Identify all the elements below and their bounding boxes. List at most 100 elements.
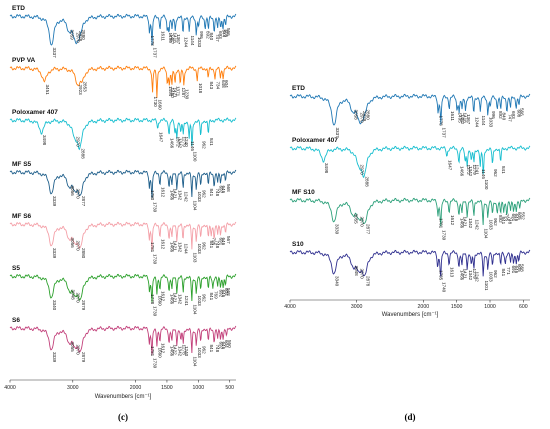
peak-label: 1418: [463, 113, 468, 124]
peak-label: 2970: [359, 113, 364, 124]
peak-label: 646: [514, 266, 519, 274]
peak-label: 840: [501, 113, 506, 121]
peak-label: 1495: [168, 33, 173, 44]
series-title: MF S10: [292, 189, 315, 196]
peak-label: 2888: [80, 149, 85, 160]
peak-label: 1033: [197, 348, 202, 359]
series-line: [289, 197, 531, 227]
peak-label: 2970: [75, 189, 80, 200]
peak-label: 1739: [153, 358, 158, 369]
peak-label: 840: [209, 33, 214, 41]
peak-label: 3339: [335, 224, 340, 235]
peak-label: 1462: [460, 114, 465, 125]
panel-letter: (c): [118, 412, 128, 422]
series-title: MF S6: [12, 213, 32, 220]
x-tick-label: 1500: [161, 385, 173, 391]
peak-label: 1612: [450, 215, 455, 226]
peak-label: 1033: [488, 220, 493, 231]
peak-label: 2879: [81, 352, 86, 363]
peak-label: 1104: [192, 201, 197, 211]
peak-label: 841: [501, 166, 506, 174]
peak-label: 608: [224, 30, 229, 38]
peak-label: 3340: [335, 276, 340, 287]
peak-label: 1421: [173, 293, 178, 304]
peak-label: 604: [224, 340, 229, 348]
peak-label: 691: [511, 266, 516, 274]
peak-label: 1421: [173, 88, 178, 99]
peak-label: 2929: [362, 111, 367, 122]
peak-label: 2970: [359, 217, 364, 228]
peak-label: 1144: [190, 36, 195, 46]
series-line: [289, 93, 531, 126]
peak-label: 962: [201, 190, 206, 198]
peak-label: 1494: [168, 86, 173, 97]
peak-label: 841: [209, 293, 214, 301]
peak-label: 691: [218, 238, 223, 246]
x-tick-label: 1500: [451, 304, 463, 310]
peak-label: 1342: [468, 270, 473, 281]
peak-label: 1033: [488, 272, 493, 283]
peak-label: 1421: [463, 269, 468, 280]
peak-label: 2970: [75, 293, 80, 304]
peak-label: 1241: [184, 296, 189, 307]
peak-label: 1342: [177, 190, 182, 201]
series-title: MF S5: [12, 161, 32, 168]
peak-label: 1018: [198, 83, 203, 94]
peak-label: 3498: [42, 135, 47, 146]
peak-label: 1739: [441, 230, 446, 241]
peak-label: 1372: [466, 165, 471, 176]
peak-label: 841: [209, 241, 214, 249]
peak-label: 748: [507, 217, 512, 225]
peak-label: 841: [209, 189, 214, 197]
peak-label: 1781: [150, 346, 155, 357]
x-tick-label: 600: [519, 304, 528, 310]
peak-label: 962: [201, 141, 206, 149]
peak-label: 3498: [324, 163, 329, 174]
peak-label: 3056: [70, 186, 75, 197]
series-line: [9, 13, 237, 46]
peak-label: 1781: [439, 218, 444, 229]
peak-label: 567: [226, 236, 231, 244]
series-1: PVP VA 3451 2923 2853 1730 1660 14941460142113…: [9, 57, 237, 110]
peak-label: 2853: [83, 82, 88, 93]
peak-label: 1495: [458, 113, 463, 124]
peak-label: 841: [501, 217, 506, 225]
peak-label: 3339: [52, 248, 57, 259]
series-line: [9, 117, 237, 151]
peak-label: 1033: [197, 244, 202, 255]
x-axis-label: Wavenumbers [cm⁻¹]: [95, 394, 152, 400]
peak-label: 892: [206, 31, 211, 39]
peak-label: 843: [209, 82, 214, 90]
peak-label: 2923: [78, 85, 83, 96]
peak-label: 691: [511, 214, 516, 222]
peak-label: 747: [507, 114, 512, 122]
peak-label: 748: [215, 345, 220, 353]
panel-letter: (d): [405, 412, 416, 422]
peak-label: 1466: [170, 242, 175, 253]
peak-label: 796: [212, 238, 217, 246]
peak-label: 3056: [70, 238, 75, 249]
peak-label: 2970: [75, 241, 80, 252]
peak-label: 2880: [365, 110, 370, 121]
peak-label: 1739: [153, 202, 158, 213]
peak-label: 605: [517, 264, 522, 272]
peak-label: 550: [227, 340, 232, 348]
peak-label: 1730: [153, 97, 158, 108]
series-title: S6: [12, 317, 20, 324]
peak-label: 646: [221, 290, 226, 298]
peak-label: 1660: [158, 296, 163, 307]
peak-label: 1460: [170, 88, 175, 99]
series-line: [9, 221, 237, 251]
peak-label: 646: [514, 214, 519, 222]
x-tick-label: 3000: [67, 385, 79, 391]
peak-label: 962: [493, 270, 498, 278]
series-line: [9, 65, 237, 99]
peak-label: 2970: [75, 345, 80, 356]
peak-label: 1033: [197, 37, 202, 48]
peak-label: 962: [201, 346, 206, 354]
peak-label: 1033: [197, 296, 202, 307]
peak-label: 3058: [353, 110, 358, 121]
